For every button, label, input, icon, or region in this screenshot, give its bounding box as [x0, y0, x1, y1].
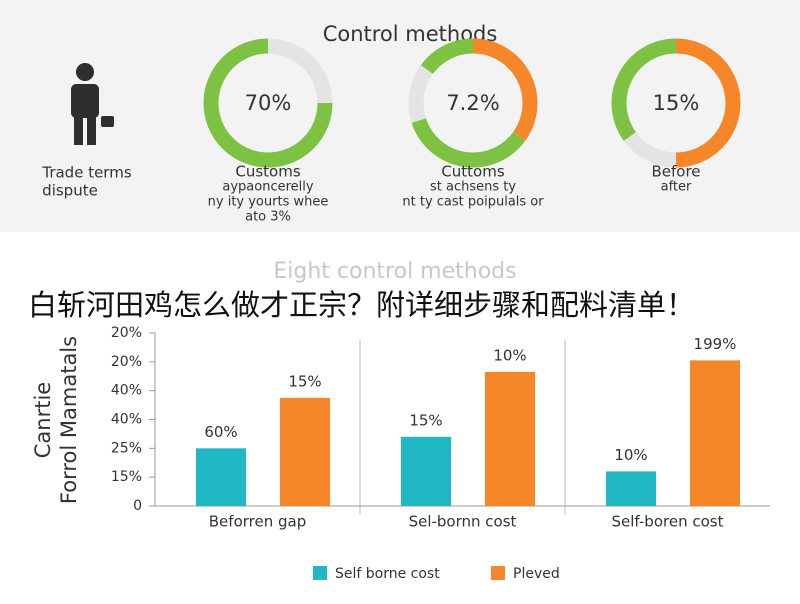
y-axis-title: Forrol Mamatals [57, 336, 81, 504]
donut-segment [203, 38, 333, 168]
y-tick-label: 20% [111, 354, 142, 370]
bar-annotation: 10% [493, 346, 526, 364]
chart-title: Eight control methods [273, 259, 516, 284]
person-caption: Trade terms [41, 164, 131, 182]
donut-caption: Customs [235, 163, 300, 181]
bar [606, 471, 656, 506]
x-tick-label: Sel-bornn cost [409, 513, 517, 531]
y-tick-label: 15% [111, 469, 142, 485]
donut-caption: ny ity yourts whee [208, 195, 329, 210]
donut-segment [408, 65, 434, 123]
y-tick-label: 40% [111, 383, 142, 399]
y-tick-label: 25% [111, 440, 142, 456]
bar [690, 360, 740, 506]
top-panel [0, 0, 800, 232]
donut-segment [411, 118, 526, 168]
donut-caption: Before [651, 163, 700, 181]
person-icon [71, 63, 114, 145]
donut-segment [623, 131, 677, 168]
bar [196, 448, 246, 506]
donut-label: 7.2% [446, 91, 499, 115]
x-tick-label: Beforren gap [209, 513, 306, 531]
bar [485, 371, 535, 506]
donut-caption: st achsens ty [430, 180, 516, 195]
person-caption: dispute [42, 182, 98, 200]
y-axis-title: Canrtie [31, 382, 55, 458]
donut-segment [267, 38, 333, 104]
donut-caption: ato 3% [245, 210, 291, 225]
donut-segment [420, 38, 474, 75]
legend-swatch [313, 566, 327, 580]
x-tick-label: Self-boren cost [612, 513, 724, 531]
y-tick-label: 40% [111, 412, 142, 428]
donut-label: 15% [653, 91, 700, 115]
donut-caption: after [661, 180, 692, 195]
bar-annotation: 15% [409, 411, 442, 429]
donut-segment [611, 38, 677, 141]
donut-segment [472, 38, 538, 141]
y-tick-label: 20% [111, 325, 142, 341]
legend-label: Self borne cost [335, 566, 440, 582]
bar-annotation: 199% [694, 335, 737, 353]
legend-swatch [491, 566, 505, 580]
donut-label: 70% [245, 91, 292, 115]
donut-segment [675, 38, 741, 168]
bar-annotation: 60% [204, 423, 237, 441]
bar-annotation: 10% [614, 446, 647, 464]
legend-label: Pleved [513, 566, 560, 582]
donut-caption: Cuttoms [441, 163, 505, 181]
bar [280, 397, 330, 506]
donut-caption: nt ty cast poipulals or [402, 195, 544, 210]
bottom-panel [0, 232, 800, 600]
y-tick-label: 0 [133, 498, 142, 514]
donut-caption: aypaoncerelly [222, 180, 313, 195]
headline: 白斩河田鸡怎么做才正宗？附详细步骤和配料清单！ [28, 288, 696, 322]
bar [401, 436, 451, 506]
bar-annotation: 15% [288, 372, 321, 390]
